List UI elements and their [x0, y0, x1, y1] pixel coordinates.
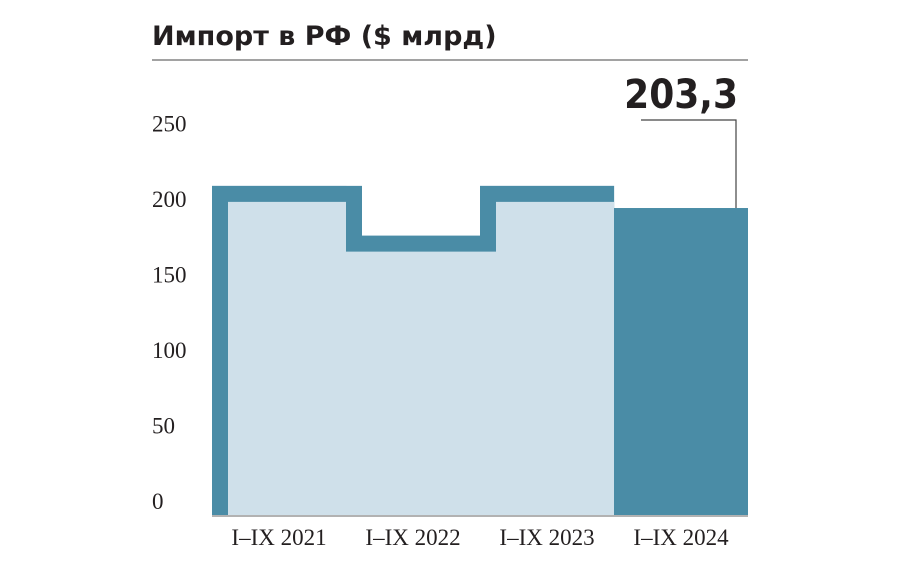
bar	[614, 208, 748, 515]
bar	[480, 185, 615, 515]
chart-title: Импорт в РФ ($ млрд)	[152, 21, 497, 52]
bar-outline	[212, 185, 614, 515]
x-tick-label: I–IX 2022	[365, 525, 460, 550]
x-tick-label: I–IX 2023	[499, 525, 594, 550]
bar	[212, 185, 347, 515]
y-tick-label: 100	[152, 338, 187, 363]
value-label: 203,3	[624, 72, 738, 118]
y-tick-label: 200	[152, 187, 187, 212]
y-tick-label: 150	[152, 263, 187, 288]
x-tick-label: I–IX 2024	[633, 525, 729, 550]
y-tick-label: 50	[152, 414, 175, 439]
y-tick-label: 250	[152, 112, 187, 137]
bar	[346, 235, 481, 515]
y-tick-label: 0	[152, 489, 164, 514]
leader-line	[641, 119, 737, 209]
x-tick-label: I–IX 2021	[231, 525, 326, 550]
